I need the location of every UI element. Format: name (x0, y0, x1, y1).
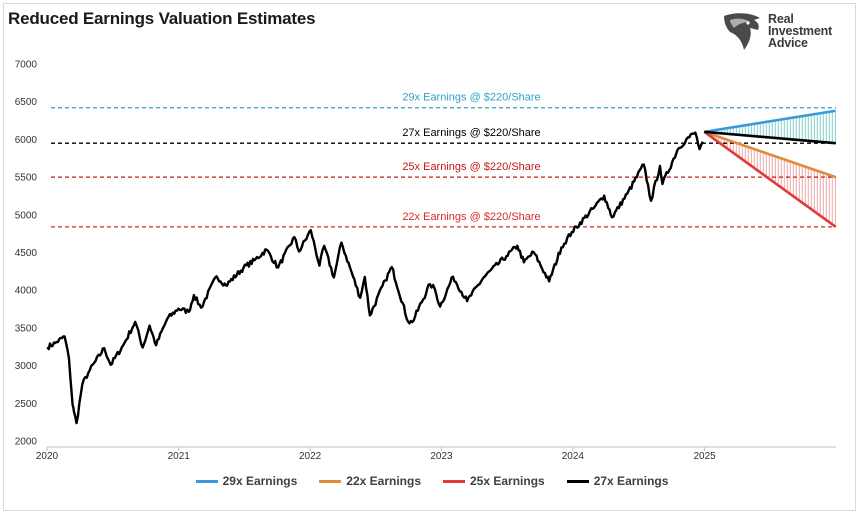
reference-line-label: 27x Earnings @ $220/Share (402, 127, 540, 139)
legend: 29x Earnings 22x Earnings 25x Earnings 27x … (0, 474, 864, 488)
y-tick-label: 2000 (15, 437, 38, 448)
price-series (46, 131, 704, 425)
chart-frame (3, 3, 856, 511)
legend-swatch (443, 479, 465, 483)
projection-line (703, 130, 837, 179)
reference-lines: 29x Earnings @ $220/Share 27x Earnings @ … (51, 92, 836, 228)
y-tick-label: 4000 (15, 286, 38, 297)
projection-lines (703, 109, 837, 228)
price-line (46, 131, 704, 425)
brand-line-2: Investment (768, 24, 832, 38)
legend-swatch (319, 479, 342, 483)
y-tick-label: 5000 (15, 210, 38, 221)
legend-item: 22x Earnings (319, 474, 421, 488)
fan-fills (705, 110, 836, 227)
legend-item: 29x Earnings (195, 474, 298, 488)
y-tick-label: 6500 (15, 97, 38, 108)
x-tick-label: 2023 (430, 451, 453, 462)
y-tick-label: 2500 (15, 399, 38, 410)
y-tick-label: 3500 (15, 323, 38, 334)
x-tick-label: 2021 (168, 451, 191, 462)
y-tick-label: 4500 (15, 248, 38, 259)
brand-line-1: Real (768, 12, 794, 26)
reference-line-label: 22x Earnings @ $220/Share (402, 211, 540, 223)
reference-line-label: 25x Earnings @ $220/Share (402, 161, 540, 173)
x-tick-label: 2025 (693, 451, 716, 462)
legend-label: 22x Earnings (346, 474, 421, 488)
chart-title: Reduced Earnings Valuation Estimates (8, 9, 316, 28)
y-axis: 2000 2500 3000 3500 4000 4500 5000 5500 6000 6500… (15, 60, 38, 448)
projection-line (703, 130, 837, 228)
legend-label: 25x Earnings (470, 474, 545, 488)
y-tick-label: 6000 (15, 135, 38, 146)
y-tick-label: 7000 (15, 60, 38, 71)
legend-item: 27x Earnings (566, 474, 669, 488)
brand-logo: Real Investment Advice (720, 10, 850, 56)
y-tick-label: 3000 (15, 361, 38, 372)
reference-line-label: 29x Earnings @ $220/Share (402, 92, 540, 104)
brand-name: Real Investment Advice (768, 12, 832, 50)
projection-line (704, 109, 836, 134)
legend-item: 25x Earnings (443, 474, 545, 488)
legend-label: 27x Earnings (593, 474, 669, 488)
legend-swatch (566, 479, 589, 483)
x-tick-label: 2020 (36, 451, 59, 462)
x-axis: 2020 2021 2022 2023 2024 2025 (36, 446, 836, 462)
x-tick-label: 2022 (299, 451, 322, 462)
legend-label: 29x Earnings (222, 474, 298, 488)
eagle-head-icon (724, 13, 760, 50)
x-tick-label: 2024 (562, 451, 585, 462)
legend-swatch (195, 479, 218, 483)
projection-line (704, 130, 836, 145)
brand-line-3: Advice (768, 36, 808, 50)
y-tick-label: 5500 (15, 173, 38, 184)
